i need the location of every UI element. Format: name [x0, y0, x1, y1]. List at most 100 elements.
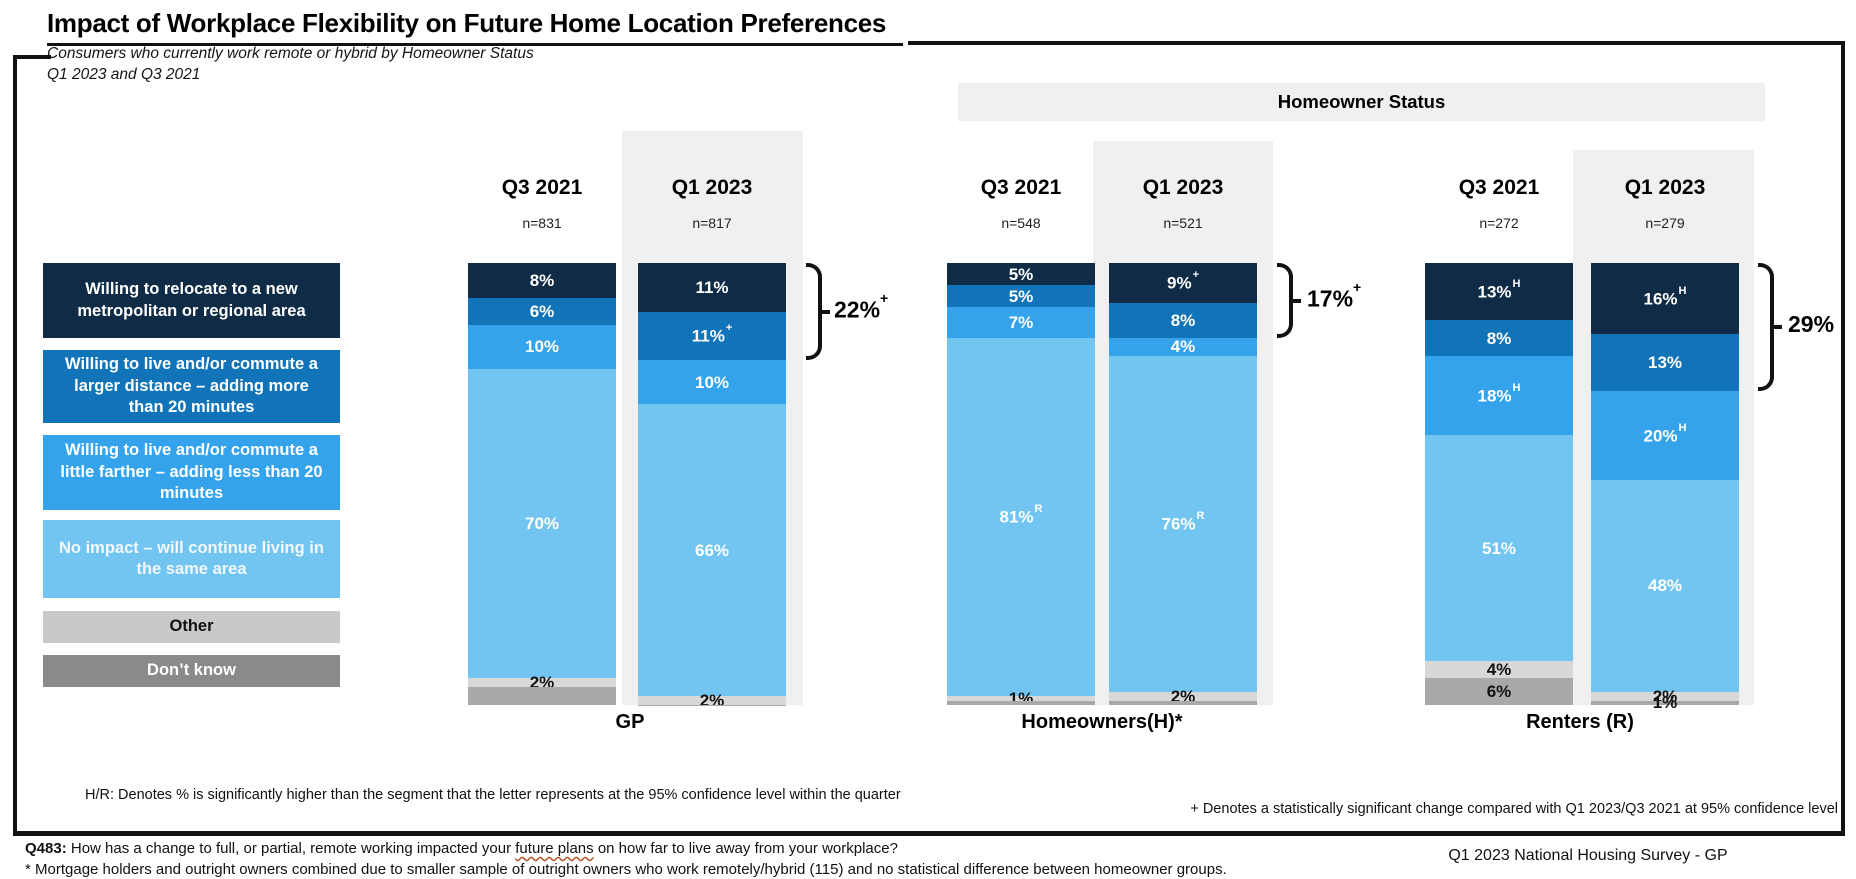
segment-label: 6% [1486, 682, 1512, 702]
frame-top-right-line [908, 41, 1844, 45]
segment-label: 2% [1652, 686, 1678, 706]
bar-segment-noimpact: 51% [1425, 435, 1573, 661]
bar-segment-other: 2% [638, 692, 786, 709]
bracket-label: 22%+ [834, 289, 889, 323]
segment-label: 13% [1647, 352, 1683, 372]
homeowner-status-band: Homeowner Status [958, 83, 1765, 121]
mortgage-footnote: * Mortgage holders and outright owners c… [25, 861, 1227, 878]
question-text-pre: How has a change to full, or partial, re… [66, 840, 516, 857]
bar-segment-dontknow [468, 687, 616, 705]
bar-segment-little: 20%H [1591, 391, 1739, 480]
bracket-label: 17%+ [1307, 278, 1362, 312]
bar-segment-dontknow [1109, 700, 1257, 705]
page-title: Impact of Workplace Flexibility on Futur… [47, 8, 887, 38]
bracket [806, 263, 830, 361]
frame-left-tick [13, 55, 51, 59]
legend-item-little: Willing to live and/or commute a little … [43, 435, 340, 510]
segment-label: 10% [524, 337, 560, 357]
plus-significance-note: + Denotes a statistically significant ch… [1190, 801, 1838, 817]
column-sample-size: n=817 [692, 215, 732, 231]
legend-item-other: Other [43, 611, 340, 643]
bar-segment-little: 7% [947, 307, 1095, 339]
bar-segment-relocate: 9%+ [1109, 263, 1257, 303]
bracket-nub [1770, 325, 1782, 330]
segment-label: 7% [1008, 313, 1034, 333]
bar-segment-little: 10% [468, 324, 616, 370]
frame-bottom-line [13, 831, 1845, 836]
bar-segment-noimpact: 70% [468, 369, 616, 679]
column-period-header: Q1 2023 [1624, 176, 1706, 199]
segment-label: 1% [1652, 693, 1678, 713]
stacked-bar: 5% 5% 7% 81%R 1% [947, 263, 1095, 707]
bar-segment-other: 2% [1591, 688, 1739, 705]
bar-segment-noimpact: 81%R [947, 338, 1095, 697]
bar-segment-little: 10% [638, 360, 786, 405]
group-label: Homeowners(H)* [1021, 711, 1183, 733]
bar-segment-dontknow: 1% [1591, 694, 1739, 711]
bar-segment-noimpact: 66% [638, 404, 786, 697]
bracket [1277, 263, 1301, 339]
bar-segment-relocate: 16%H [1591, 263, 1739, 334]
segment-label: 8% [1486, 328, 1512, 348]
segment-label: 10% [694, 372, 730, 392]
legend-item-dontknow: Don’t know [43, 655, 340, 687]
segment-label: 48% [1647, 576, 1683, 596]
segment-label: 5% [1008, 264, 1034, 284]
stacked-bar: 8% 6% 10% 70% 2% [468, 263, 616, 705]
segment-label: 70% [524, 514, 560, 534]
column-period-header: Q1 2023 [671, 176, 753, 199]
bar-segment-relocate: 11% [638, 263, 786, 312]
segment-label: 51% [1481, 538, 1517, 558]
stacked-bar: 16%H 13% 20%H 48% 2% 1% [1591, 263, 1739, 711]
bracket-nub [818, 309, 830, 314]
frame-left-line [13, 55, 17, 834]
legend-item-larger: Willing to live and/or commute a larger … [43, 350, 340, 423]
column-sample-size: n=548 [1001, 215, 1041, 231]
subtitle-line2: Q1 2023 and Q3 2021 [47, 66, 201, 83]
legend-item-noimpact: No impact – will continue living in the … [43, 520, 340, 598]
question-text-post: on how far to live away from your workpl… [593, 840, 898, 857]
bar-segment-dontknow [947, 700, 1095, 705]
bar-segment-larger: 13% [1591, 333, 1739, 392]
subtitle-line1: Consumers who currently work remote or h… [47, 45, 534, 62]
column-sample-size: n=279 [1645, 215, 1685, 231]
segment-label: 11%+ [691, 322, 733, 346]
group-label: Renters (R) [1526, 711, 1634, 733]
segment-label: 76%R [1161, 509, 1205, 534]
column-period-header: Q1 2023 [1142, 176, 1224, 199]
bar-segment-larger: 8% [1109, 302, 1257, 339]
segment-label: 8% [529, 271, 555, 291]
question-footnote: Q483: How has a change to full, or parti… [25, 840, 898, 857]
stacked-bar: 13%H 8% 18%H 51% 4% 6% [1425, 263, 1573, 705]
bar-segment-other: 2% [1109, 688, 1257, 705]
segment-label: 2% [529, 673, 555, 693]
group-label: GP [615, 711, 645, 733]
bar-segment-little: 18%H [1425, 355, 1573, 436]
bracket-nub [1289, 298, 1301, 303]
question-text-wavy: future plans [515, 840, 594, 857]
segment-label: 16%H [1643, 284, 1687, 309]
segment-label: 4% [1486, 660, 1512, 680]
segment-label: 9%+ [1166, 269, 1199, 293]
bar-segment-larger: 8% [1425, 320, 1573, 356]
bar-segment-larger: 6% [468, 298, 616, 325]
frame-right-line [1841, 41, 1845, 834]
segment-label: 8% [1170, 310, 1196, 330]
title-underline [47, 43, 903, 46]
segment-label: 4% [1170, 337, 1196, 357]
question-number: Q483: [25, 840, 67, 857]
stacked-bar: 9%+ 8% 4% 76%R 2% [1109, 263, 1257, 705]
column-period-header: Q3 2021 [501, 176, 583, 199]
bar-segment-relocate: 5% [947, 263, 1095, 286]
column-sample-size: n=272 [1479, 215, 1519, 231]
segment-label: 20%H [1643, 421, 1687, 446]
bracket-label: 29% [1788, 311, 1835, 338]
segment-label: 66% [694, 540, 730, 560]
segment-label: 18%H [1477, 381, 1521, 406]
bar-segment-relocate: 13%H [1425, 263, 1573, 321]
stacked-bar: 11% 11%+ 10% 66% 2% [638, 263, 786, 709]
bar-segment-noimpact: 76%R [1109, 355, 1257, 692]
bar-segment-other: 4% [1425, 660, 1573, 680]
column-sample-size: n=831 [522, 215, 562, 231]
bar-segment-larger: 5% [947, 285, 1095, 308]
